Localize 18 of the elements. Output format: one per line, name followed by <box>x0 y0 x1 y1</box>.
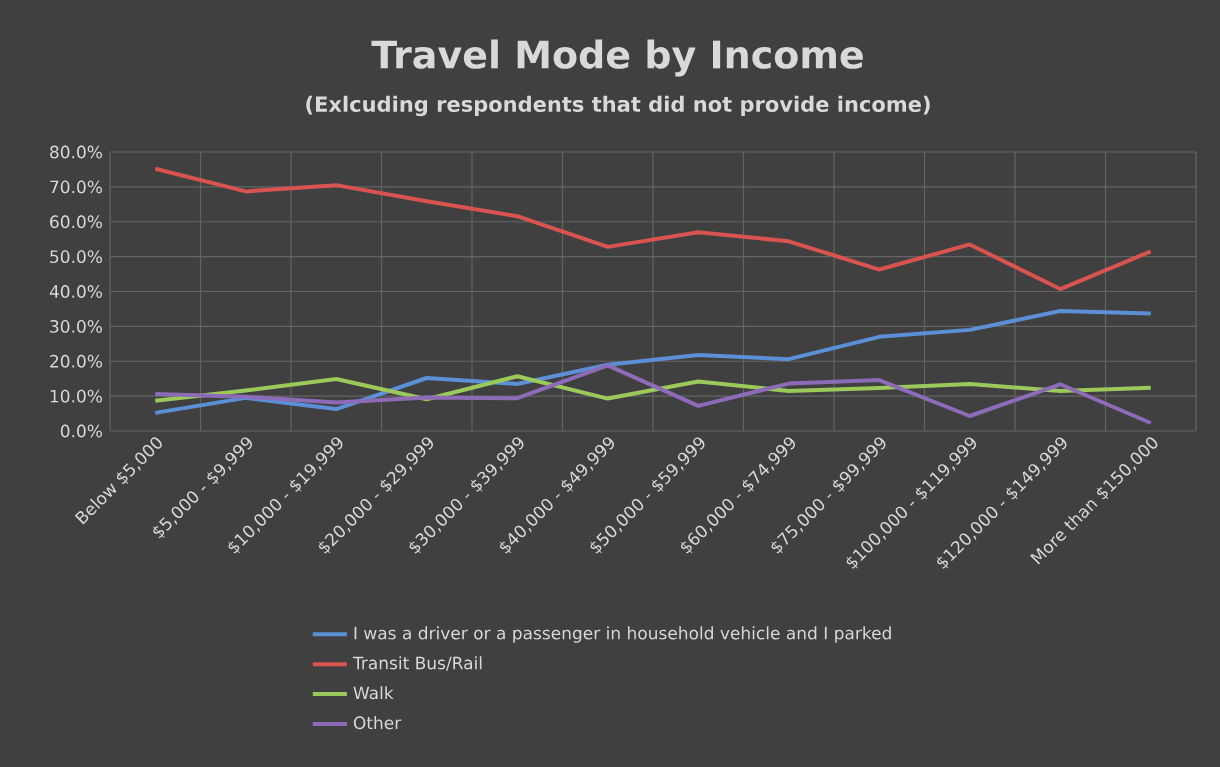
y-tick-label: 60.0% <box>50 215 102 229</box>
legend-label: Other <box>353 716 402 730</box>
legend-label: Transit Bus/Rail <box>352 656 482 671</box>
y-tick-label: 0.0% <box>60 424 102 438</box>
chart-subtitle: (Exlcuding respondents that did not provide income) <box>306 95 930 117</box>
y-tick-label: 50.0% <box>50 250 102 264</box>
y-tick-label: 40.0% <box>49 285 102 298</box>
line-series <box>153 309 1153 415</box>
y-tick-label: 70.0% <box>50 180 102 194</box>
chart-title: Travel Mode by Income <box>371 39 863 77</box>
y-tick-label: 30.0% <box>50 319 102 333</box>
line-series <box>153 166 1153 292</box>
y-tick-label: 80.0% <box>50 145 102 159</box>
legend-label: I was a driver or a passenger in household vehicle and I parked <box>354 626 891 643</box>
y-tick-label: 20.0% <box>50 354 102 368</box>
legend-label: Walk <box>353 686 394 700</box>
y-tick-label: 10.0% <box>50 389 102 403</box>
line-series <box>153 363 1153 425</box>
